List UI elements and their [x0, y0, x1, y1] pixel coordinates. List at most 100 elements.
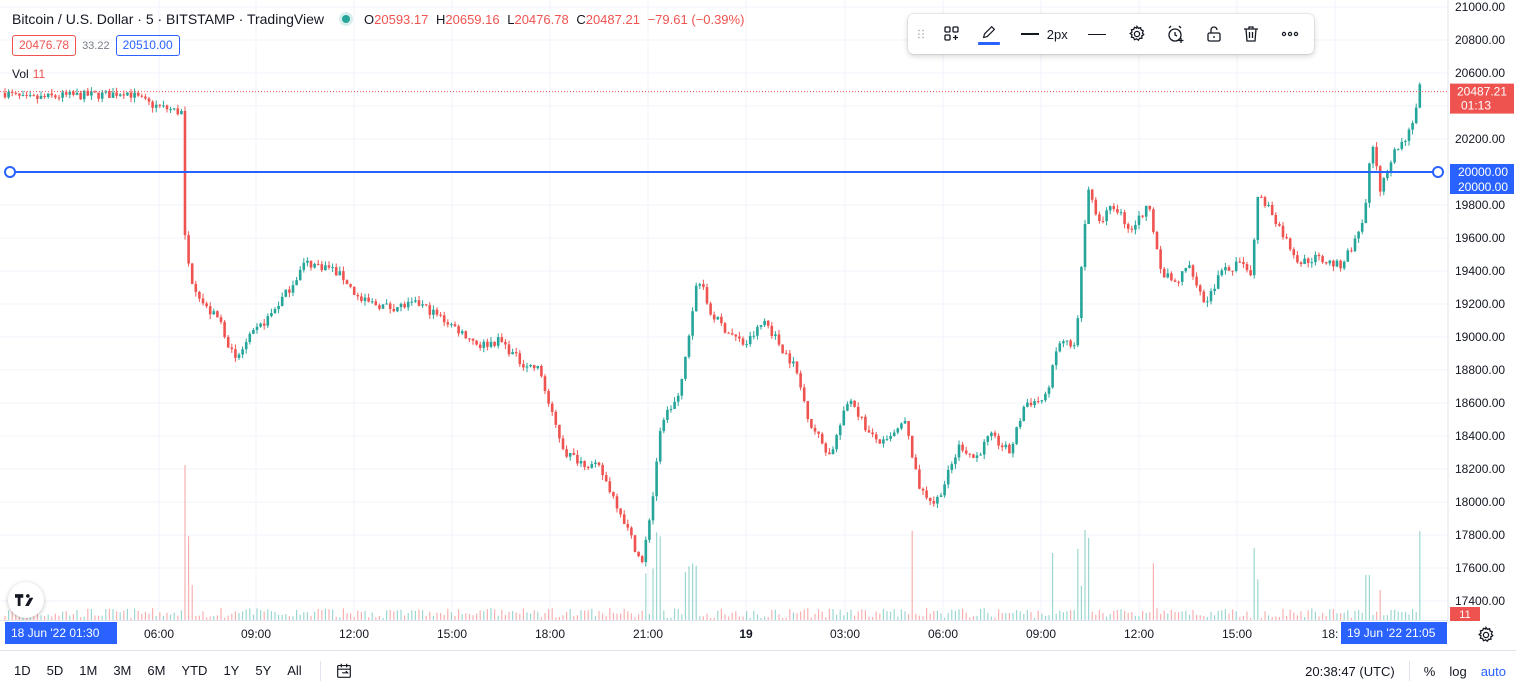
candle-body — [378, 305, 381, 309]
line-handle-left[interactable] — [4, 166, 16, 178]
date-range-icon[interactable] — [335, 662, 353, 680]
candle-body — [349, 284, 352, 287]
candle-body — [111, 92, 115, 98]
auto-scale-toggle[interactable]: auto — [1480, 663, 1506, 679]
candle-body — [1249, 270, 1252, 276]
volume-bar — [296, 609, 298, 620]
market-status-icon[interactable] — [342, 15, 350, 23]
trash-icon[interactable] — [1233, 18, 1268, 50]
volume-bar — [1296, 615, 1298, 620]
candle-body — [1339, 260, 1342, 269]
more-icon[interactable] — [1273, 18, 1308, 50]
volume-bar — [321, 610, 323, 620]
candle-body — [1126, 224, 1130, 229]
volume-bar — [558, 616, 560, 620]
volume-bar — [512, 610, 514, 620]
volume-bar — [659, 536, 661, 620]
volume-bar — [998, 609, 1000, 620]
candle-body — [514, 352, 518, 354]
range-ytd-button[interactable]: YTD — [181, 663, 208, 678]
y-tick-label: 18200.00 — [1455, 462, 1505, 476]
candle-body — [1008, 444, 1011, 454]
volume-bar — [598, 611, 600, 620]
candle-body — [651, 496, 655, 521]
time-axis[interactable]: 06:00 09:00 12:00 15:00 18:00 21:00 19 0… — [0, 620, 1448, 648]
unlock-icon[interactable] — [1196, 18, 1231, 50]
candle-body — [266, 316, 270, 326]
line-width-button[interactable]: 2px — [1015, 18, 1074, 50]
volume-bar — [620, 613, 622, 620]
volume-bar — [378, 615, 380, 620]
candle-body — [471, 338, 475, 341]
volume-bar — [962, 608, 964, 620]
candle-body — [745, 344, 748, 346]
drag-handle-icon[interactable] — [914, 18, 928, 50]
volume-bar — [404, 615, 406, 620]
volume-bar — [188, 536, 190, 620]
y-tick-label: 18400.00 — [1455, 429, 1505, 443]
volume-bar — [742, 616, 744, 620]
range-1y-button[interactable]: 1Y — [223, 663, 240, 678]
candle-body — [75, 92, 79, 95]
candle-body — [925, 490, 928, 498]
volume-bar — [785, 617, 787, 620]
volume-bar — [1070, 609, 1072, 620]
candle-body — [32, 95, 36, 97]
candle-body — [50, 93, 54, 96]
candle-body — [1198, 285, 1202, 292]
range-all-button[interactable]: All — [287, 663, 302, 678]
chart-canvas[interactable]: 21000.0020800.0020600.0020400.0020200.00… — [0, 0, 1516, 650]
time-label: 09:00 — [1025, 627, 1057, 641]
range-1m-button[interactable]: 1M — [79, 663, 98, 678]
symbol-legend[interactable]: Bitcoin / U.S. Dollar · 5 · BITSTAMP · T… — [12, 8, 748, 30]
tradingview-logo[interactable] — [8, 582, 44, 618]
range-3m-button[interactable]: 3M — [113, 663, 132, 678]
pencil-icon[interactable] — [971, 18, 1006, 50]
range-5d-button[interactable]: 5D — [46, 663, 64, 678]
candle-body — [25, 94, 28, 96]
volume-bar — [1055, 613, 1057, 620]
templates-icon[interactable] — [934, 18, 969, 50]
y-tick-label: 17600.00 — [1455, 561, 1505, 575]
candle-body — [1375, 146, 1378, 167]
volume-bar — [1386, 615, 1388, 620]
candle-body — [1346, 250, 1350, 262]
volume-bar — [472, 615, 474, 620]
volume-bar — [994, 617, 996, 620]
alert-add-icon[interactable] — [1158, 18, 1193, 50]
log-scale-toggle[interactable]: log — [1449, 663, 1467, 679]
volume-bar — [1300, 611, 1302, 620]
range-6m-button[interactable]: 6M — [147, 663, 166, 678]
range-1d-button[interactable]: 1D — [14, 663, 31, 678]
volume-bar — [706, 613, 708, 620]
volume-legend[interactable]: Vol 11 — [12, 67, 45, 81]
volume-bar — [1329, 609, 1331, 620]
horizontal-line-drawing[interactable] — [4, 166, 1444, 178]
grid-lines — [0, 0, 1448, 620]
gear-icon[interactable] — [1119, 18, 1154, 50]
buy-price-button[interactable]: 20510.00 — [115, 35, 180, 56]
line-style-icon[interactable] — [1080, 18, 1115, 50]
volume-bar — [634, 617, 636, 620]
volume-bar — [1347, 610, 1349, 620]
candle-body — [342, 271, 345, 281]
volume-bar — [537, 611, 539, 620]
volume-bar — [270, 611, 272, 620]
range-5y-button[interactable]: 5Y — [255, 663, 272, 678]
volume-bar — [101, 615, 103, 620]
candle-body — [133, 92, 136, 98]
utc-clock[interactable]: 20:38:47 (UTC) — [1305, 663, 1395, 679]
volume-bar — [288, 616, 290, 620]
volume-bar — [710, 617, 712, 620]
volume-bar — [260, 610, 262, 620]
volume-bar — [670, 617, 672, 620]
volume-bar — [112, 608, 114, 620]
candle-body — [468, 338, 471, 340]
line-handle-right[interactable] — [1432, 166, 1444, 178]
symbol-title[interactable]: Bitcoin / U.S. Dollar · 5 · BITSTAMP · T… — [12, 11, 324, 27]
chart-settings-icon[interactable] — [1476, 625, 1496, 645]
percent-scale-toggle[interactable]: % — [1423, 663, 1436, 679]
sell-price-button[interactable]: 20476.78 — [12, 35, 77, 56]
price-axis[interactable]: 21000.0020800.0020600.0020400.0020200.00… — [1447, 0, 1514, 621]
volume-bar — [1289, 609, 1291, 620]
